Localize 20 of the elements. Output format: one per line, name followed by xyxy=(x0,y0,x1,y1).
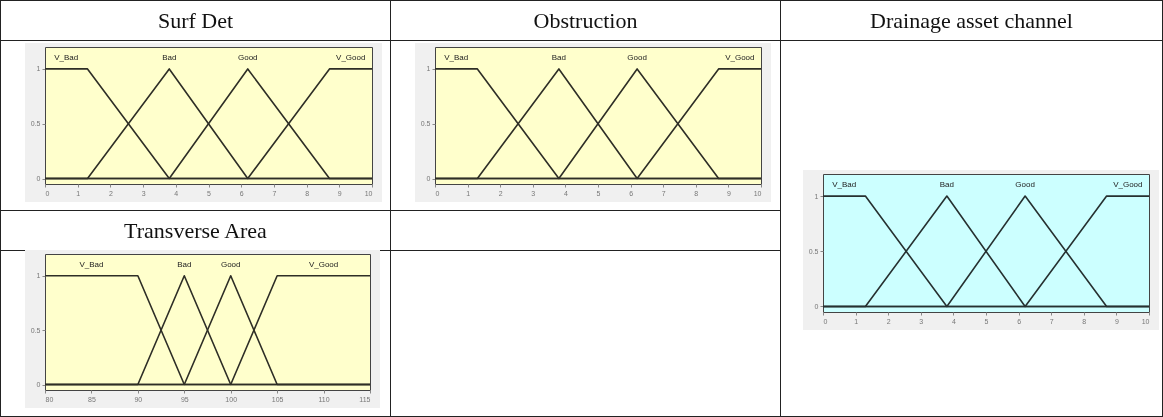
series-label: Good xyxy=(237,52,258,62)
series-label: V_Good xyxy=(336,52,366,62)
chart-title: Drainage asset channel xyxy=(781,1,1162,41)
series-label: V_Good xyxy=(1113,180,1143,190)
series-label: Good xyxy=(627,52,647,62)
series-label: V_Good xyxy=(725,52,755,62)
series-label: Bad xyxy=(162,52,177,62)
series-label: Good xyxy=(1015,180,1035,190)
series-label: Bad xyxy=(939,180,954,190)
series-label: Good xyxy=(220,259,241,269)
chart-title: Surf Det xyxy=(1,1,390,41)
series-label: V_Bad xyxy=(832,180,857,190)
chart-title: Obstruction xyxy=(391,1,780,41)
series-label: V_Bad xyxy=(54,52,79,62)
series-label: Bad xyxy=(551,52,566,62)
series-label: V_Good xyxy=(308,259,339,269)
series-label: V_Bad xyxy=(79,259,104,269)
chart-title: Transverse Area xyxy=(1,211,390,251)
series-label: Bad xyxy=(177,259,192,269)
series-label: V_Bad xyxy=(444,52,469,62)
